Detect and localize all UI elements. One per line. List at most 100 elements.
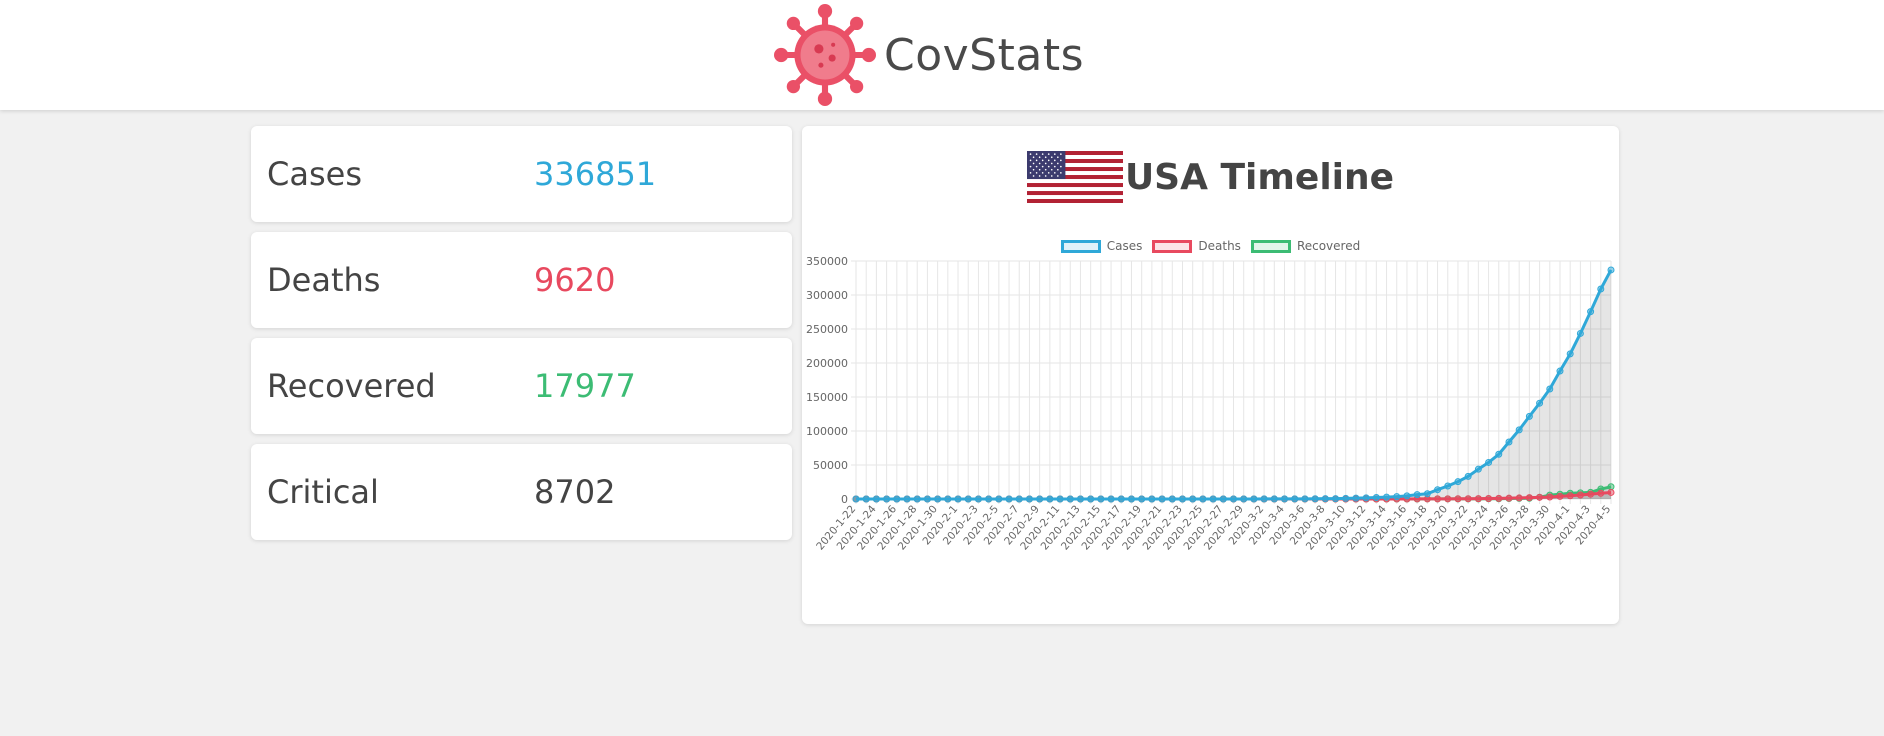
chart-title: USA Timeline <box>1124 156 1395 198</box>
legend-item-cases[interactable]: Cases <box>1060 239 1143 253</box>
legend-label: Recovered <box>1296 239 1361 253</box>
data-point-cases <box>1230 495 1237 503</box>
data-point-cases <box>903 495 911 503</box>
data-point-cases <box>934 495 942 503</box>
data-point-cases <box>1444 482 1452 490</box>
data-point-cases <box>872 495 880 503</box>
legend-label: Cases <box>1106 239 1143 253</box>
data-point-cases <box>1046 495 1054 503</box>
stat-card-critical: Critical 8702 <box>251 444 792 540</box>
data-point-cases <box>1525 412 1533 420</box>
data-point-cases <box>1260 495 1268 503</box>
data-point-cases <box>1281 495 1289 503</box>
stat-value: 336851 <box>534 155 657 193</box>
usa-timeline-card: USA Timeline Cases Deaths Recovered 0 500… <box>802 126 1619 624</box>
data-point-cases <box>1240 495 1248 503</box>
data-point-deaths <box>1566 492 1574 500</box>
data-point-deaths <box>1485 495 1493 503</box>
data-point-cases <box>1168 495 1176 503</box>
y-tick-label: 350000 <box>806 255 848 268</box>
data-point-cases <box>1321 495 1329 503</box>
data-point-cases <box>1576 329 1584 337</box>
data-point-deaths <box>1536 493 1544 501</box>
data-point-deaths <box>1454 495 1462 503</box>
y-tick-label: 200000 <box>806 357 848 370</box>
data-point-cases <box>1209 495 1217 503</box>
data-point-deaths <box>1515 494 1523 502</box>
data-point-cases <box>1332 495 1340 503</box>
legend-item-recovered[interactable]: Recovered <box>1250 239 1361 253</box>
data-point-cases <box>1056 495 1064 503</box>
data-point-deaths <box>1587 490 1595 498</box>
data-point-cases <box>964 495 972 503</box>
data-point-cases <box>1607 266 1615 274</box>
data-point-cases <box>1413 491 1421 499</box>
data-point-deaths <box>1607 488 1615 496</box>
data-point-cases <box>1546 385 1554 393</box>
data-point-cases <box>1403 492 1411 500</box>
data-point-cases <box>1138 495 1146 503</box>
y-tick-label: 0 <box>841 493 848 506</box>
data-point-deaths <box>1576 491 1584 499</box>
data-point-deaths <box>1546 493 1554 501</box>
data-point-cases <box>1178 495 1186 503</box>
stat-label: Recovered <box>267 367 436 405</box>
data-point-cases <box>1107 495 1115 503</box>
data-point-cases <box>1199 495 1207 503</box>
data-point-cases <box>1556 367 1564 375</box>
stat-label: Deaths <box>267 261 381 299</box>
legend-swatch <box>1152 239 1193 253</box>
data-point-deaths <box>1474 495 1482 503</box>
data-point-deaths <box>1597 489 1605 497</box>
data-point-cases <box>1250 495 1258 503</box>
data-point-cases <box>1301 495 1309 503</box>
data-point-cases <box>1005 495 1013 503</box>
data-point-cases <box>1536 399 1544 407</box>
data-point-cases <box>944 495 952 503</box>
stat-value: 8702 <box>534 473 616 511</box>
data-point-cases <box>1036 495 1044 503</box>
data-point-cases <box>985 495 993 503</box>
stat-card-cases: Cases 336851 <box>251 126 792 222</box>
y-tick-label: 250000 <box>806 323 848 336</box>
chart-legend: Cases Deaths Recovered <box>802 238 1619 254</box>
data-point-cases <box>1076 495 1084 503</box>
data-point-cases <box>1189 495 1197 503</box>
legend-swatch <box>1060 239 1101 253</box>
data-point-cases <box>893 495 901 503</box>
stat-value: 17977 <box>534 367 636 405</box>
data-point-deaths <box>1434 495 1442 503</box>
data-point-cases <box>1219 495 1227 503</box>
data-point-cases <box>1291 495 1299 503</box>
y-tick-label: 150000 <box>806 391 848 404</box>
data-point-cases <box>1097 495 1105 503</box>
data-point-cases <box>1117 495 1125 503</box>
brand[interactable]: CovStats <box>774 4 1084 106</box>
legend-swatch <box>1250 239 1291 253</box>
data-point-cases <box>1597 285 1605 293</box>
legend-item-deaths[interactable]: Deaths <box>1152 239 1241 253</box>
data-point-cases <box>1148 495 1156 503</box>
data-point-cases <box>1587 308 1595 316</box>
chart-title-row: USA Timeline <box>802 150 1619 204</box>
legend-label: Deaths <box>1198 239 1241 253</box>
data-point-cases <box>1066 495 1074 503</box>
timeline-chart: 0 50000 100000 150000 200000 250000 300000 3500… <box>806 255 1615 553</box>
series-area-cases <box>856 269 1611 499</box>
stat-value: 9620 <box>534 261 616 299</box>
data-point-cases <box>974 495 982 503</box>
data-point-cases <box>1311 495 1319 503</box>
data-point-cases <box>1342 494 1350 502</box>
stat-label: Critical <box>267 473 379 511</box>
data-point-cases <box>1352 494 1360 502</box>
data-point-deaths <box>1495 494 1503 502</box>
data-point-cases <box>923 495 931 503</box>
data-point-cases <box>1505 438 1513 446</box>
data-point-cases <box>1362 494 1370 502</box>
data-point-cases <box>1087 495 1095 503</box>
data-point-cases <box>1434 486 1442 494</box>
y-tick-label: 300000 <box>806 289 848 302</box>
data-point-deaths <box>1525 494 1533 502</box>
virus-icon <box>774 4 876 106</box>
stat-label: Cases <box>267 155 362 193</box>
